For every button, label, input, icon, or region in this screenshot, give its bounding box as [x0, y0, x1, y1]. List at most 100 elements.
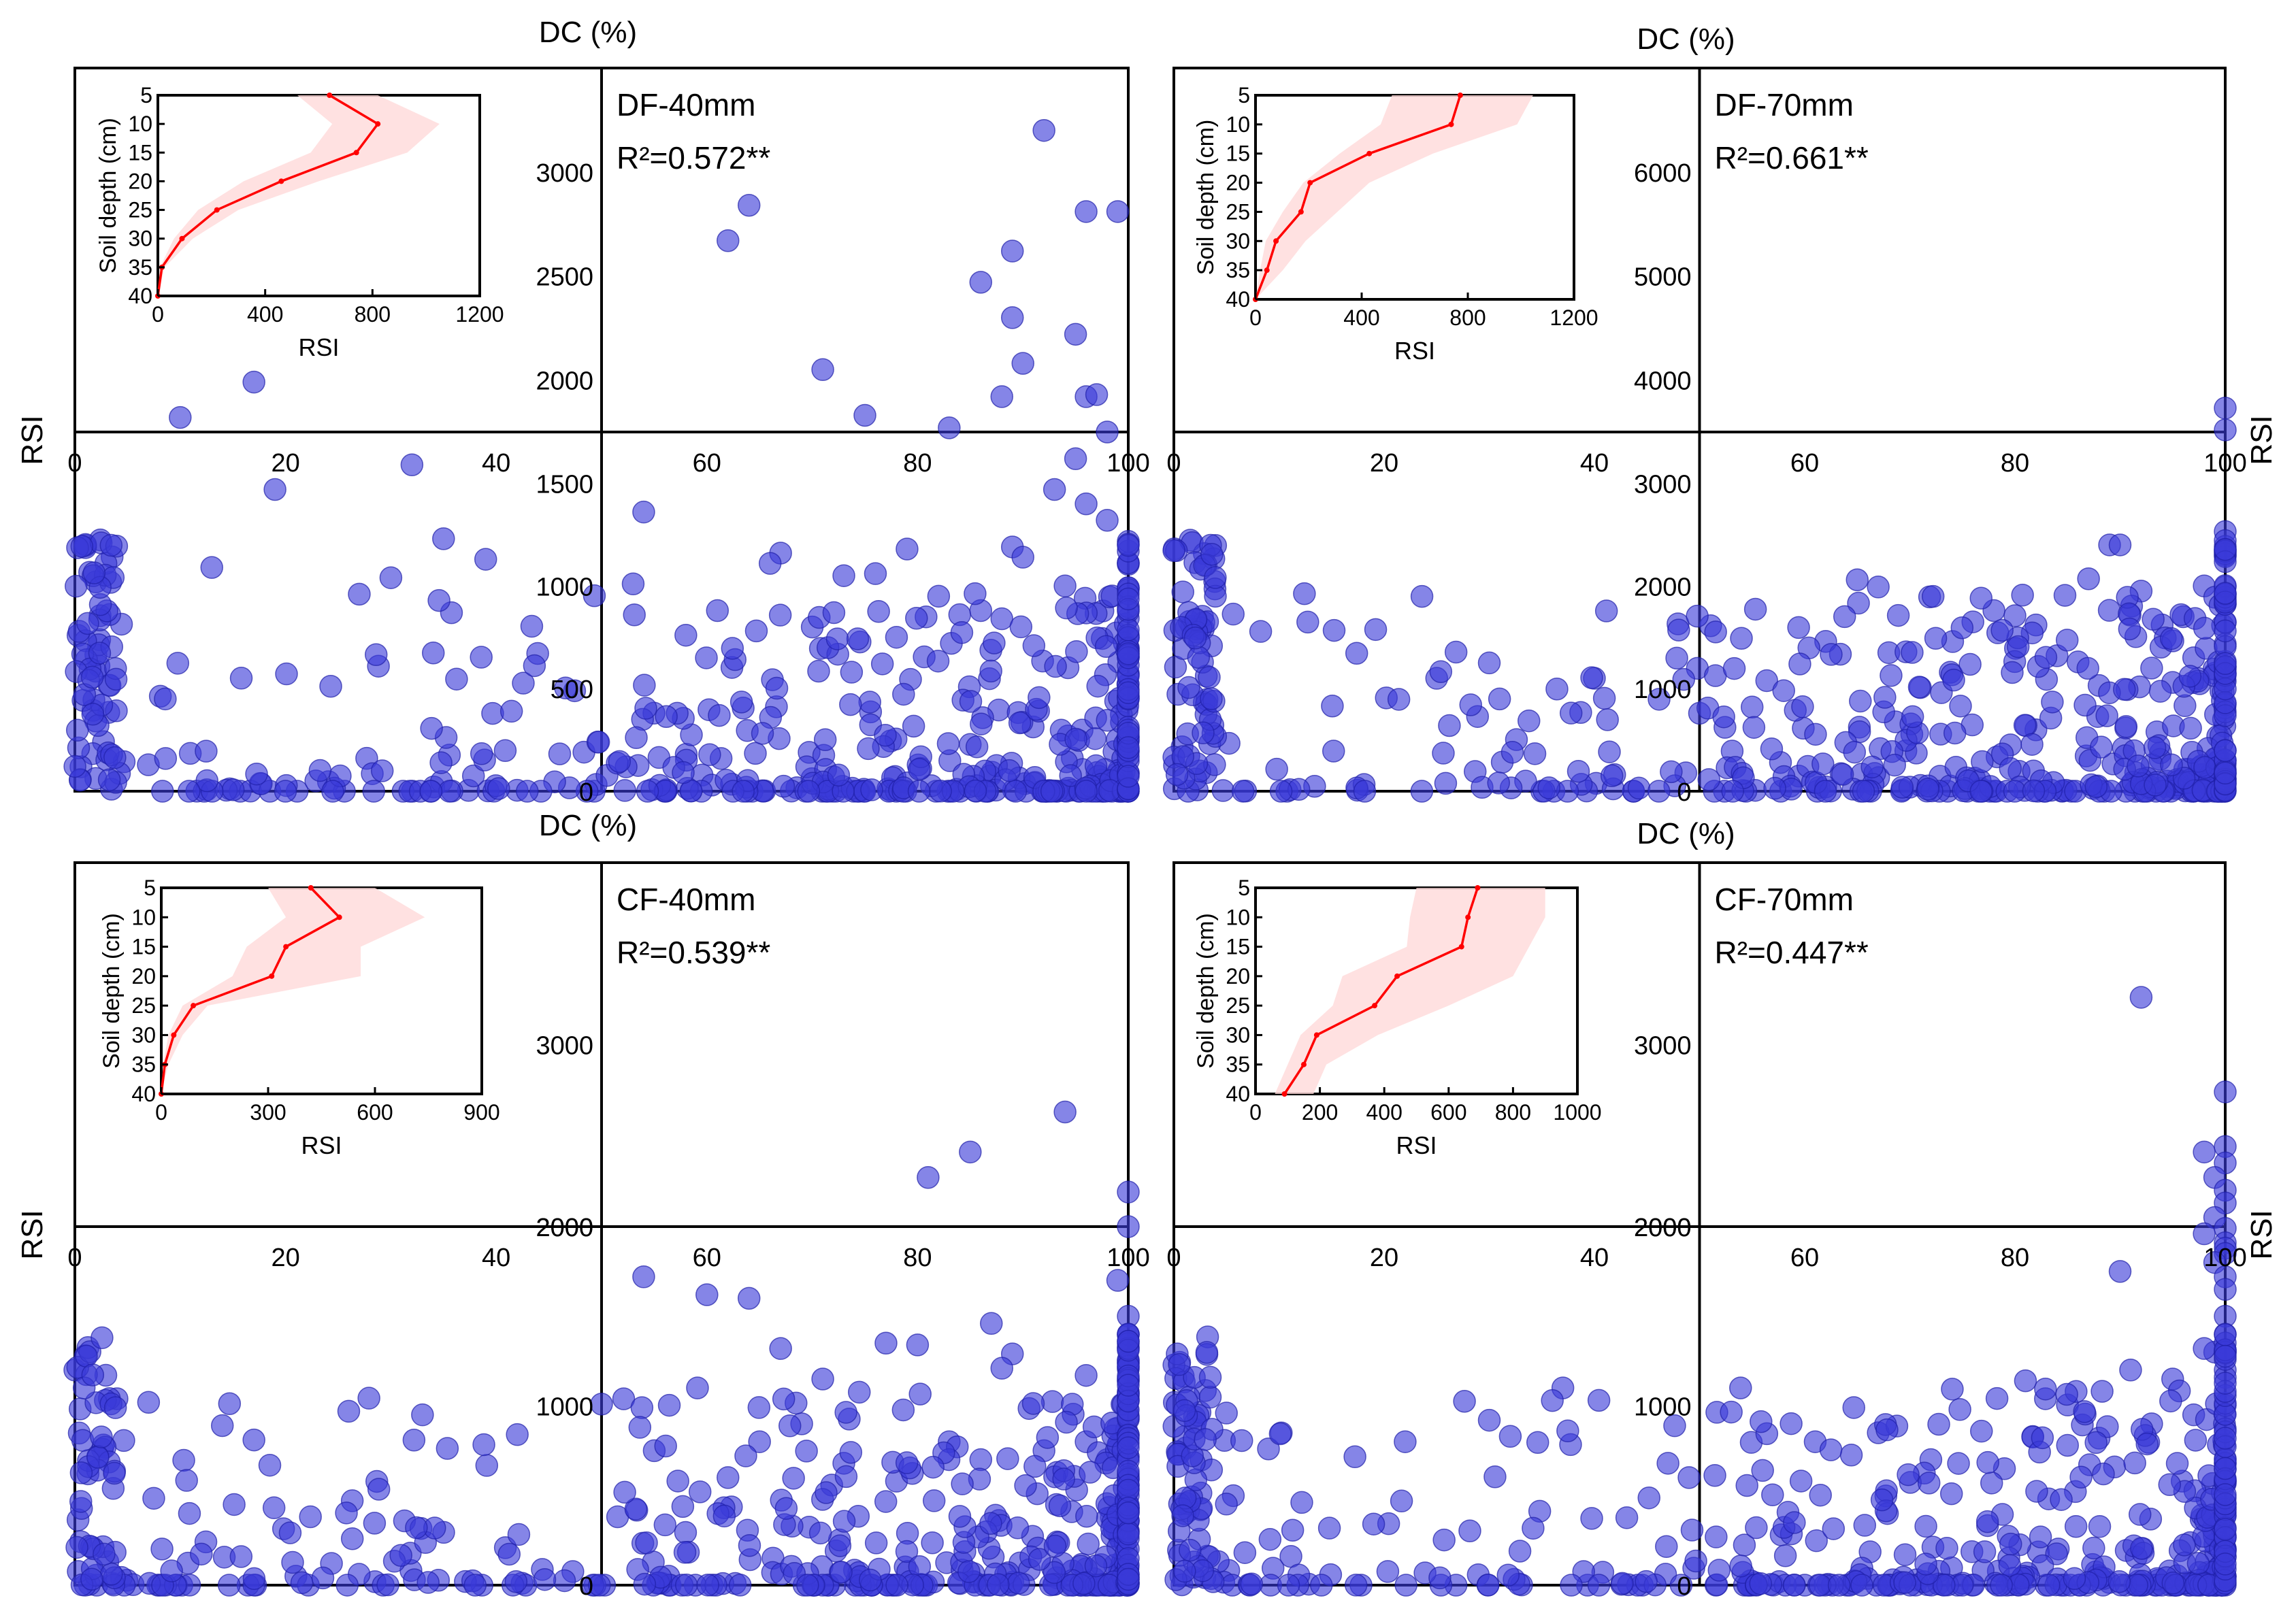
inset-y-tick-label: 15	[128, 140, 152, 165]
inset-x-tick-label: 800	[355, 302, 391, 327]
scatter-point	[990, 385, 1013, 408]
scatter-point	[587, 731, 610, 754]
scatter-point	[1194, 1428, 1217, 1451]
scatter-point	[1483, 1465, 1507, 1489]
scatter-point	[470, 742, 493, 765]
scatter-point	[2148, 680, 2172, 703]
scatter-point	[902, 714, 925, 738]
x-tick-label: 40	[482, 449, 510, 478]
scatter-point	[82, 561, 106, 584]
scatter-point	[150, 1538, 174, 1561]
scatter-point	[1165, 763, 1189, 786]
scatter-point	[2186, 1552, 2210, 1575]
scatter-point	[621, 572, 645, 596]
inset-mean-line	[160, 886, 342, 1095]
scatter-point	[1853, 1514, 1877, 1537]
scatter-point	[870, 652, 894, 676]
scatter-point	[1537, 776, 1560, 799]
inset-x-axis-label: RSI	[1394, 337, 1435, 365]
scatter-point	[504, 1570, 528, 1593]
scatter-point	[190, 1542, 213, 1566]
r-squared-label: R²=0.447**	[1715, 935, 1869, 970]
scatter-point	[1064, 322, 1087, 346]
inset-x-tick-label: 400	[1343, 305, 1379, 330]
scatter-point	[717, 1466, 740, 1489]
scatter-point	[830, 1561, 853, 1584]
scatter-point	[2214, 1278, 2237, 1301]
scatter-point	[1660, 760, 1683, 784]
inset-y-tick-label: 10	[1226, 905, 1250, 929]
scatter-point	[1458, 1519, 1481, 1542]
scatter-point	[463, 1574, 487, 1597]
scatter-point	[166, 652, 190, 675]
scatter-point	[964, 582, 987, 605]
scatter-point	[748, 1430, 771, 1453]
scatter-point	[223, 1493, 246, 1516]
scatter-point	[1867, 576, 1890, 599]
scatter-point	[2123, 1451, 2146, 1475]
scatter-point	[262, 1496, 286, 1520]
inset-y-axis-label: Soil depth (cm)	[1193, 120, 1219, 276]
scatter-point	[1742, 716, 1766, 739]
scatter-point	[980, 1312, 1003, 1335]
scatter-point	[1410, 584, 1434, 608]
inset-x-tick-label: 300	[250, 1100, 286, 1125]
scatter-point	[195, 769, 218, 793]
scatter-point	[2041, 691, 2064, 714]
scatter-point	[1459, 693, 1483, 716]
scatter-point	[1257, 1437, 1280, 1461]
inset-point	[1281, 1091, 1288, 1097]
scatter-point	[636, 780, 659, 803]
inset-y-tick-label: 15	[1226, 142, 1250, 166]
x-tick-label: 0	[67, 1244, 82, 1272]
scatter-point	[1000, 239, 1024, 263]
scatter-point	[1990, 1574, 2013, 1597]
scatter-point	[1559, 701, 1583, 725]
scatter-point	[99, 533, 123, 557]
scatter-point	[1942, 668, 1965, 692]
scatter-point	[2013, 714, 2037, 737]
scatter-point	[613, 1480, 636, 1504]
scatter-point	[807, 659, 830, 683]
scatter-point	[2031, 1426, 2054, 1450]
scatter-point	[2214, 739, 2237, 763]
scatter-point	[2025, 1480, 2048, 1503]
scatter-point	[1831, 763, 1854, 786]
scatter-point	[335, 1574, 359, 1597]
x-tick-label: 100	[1106, 1244, 1149, 1272]
scatter-point	[499, 699, 523, 723]
scatter-point	[195, 740, 218, 763]
scatter-point	[63, 754, 86, 778]
scatter-point	[857, 737, 880, 761]
scatter-point	[1508, 1540, 1532, 1563]
scatter-point	[1741, 695, 1764, 719]
scatter-point	[553, 1569, 576, 1593]
scatter-point	[1344, 1574, 1368, 1597]
scatter-point	[1976, 1450, 1999, 1474]
scatter-point	[1000, 306, 1024, 329]
y-tick-label: 1000	[536, 573, 593, 601]
scatter-point	[657, 1393, 681, 1417]
scatter-point	[103, 746, 127, 769]
scatter-point	[1364, 618, 1388, 642]
scatter-point	[1195, 1341, 1219, 1364]
scatter-point	[1751, 1459, 1774, 1482]
scatter-point	[1523, 742, 1547, 765]
scatter-point	[2090, 1380, 2114, 1403]
scatter-point	[1809, 1483, 1832, 1507]
scatter-point	[357, 1386, 380, 1410]
scatter-point	[1843, 740, 1867, 764]
scatter-point	[242, 1428, 265, 1452]
scatter-point	[1052, 1467, 1075, 1491]
scatter-point	[1880, 664, 1903, 687]
scatter-point	[245, 762, 268, 786]
scatter-point	[827, 763, 851, 787]
inset-y-tick-label: 40	[1226, 1082, 1250, 1106]
scatter-point	[1053, 1100, 1077, 1124]
scatter-point	[1897, 1463, 1920, 1487]
y-tick-label: 6000	[1634, 159, 1692, 188]
scatter-point	[69, 1490, 93, 1513]
inset-x-tick-label: 0	[155, 1100, 167, 1125]
y-axis-label: RSI	[16, 1210, 49, 1259]
scatter-point	[653, 1513, 677, 1537]
